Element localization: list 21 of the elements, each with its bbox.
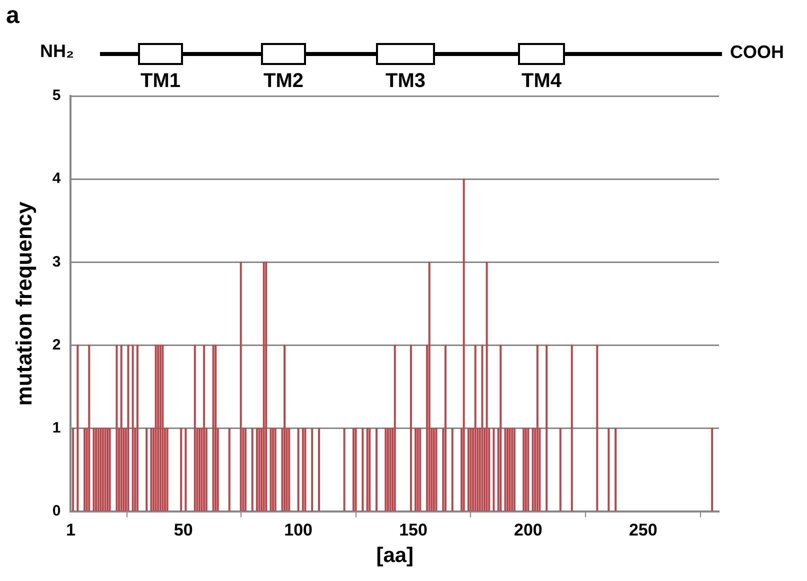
x-tick-label: 150 [399,520,428,540]
text: TM1 [140,70,180,93]
y-tick-label: 2 [52,336,61,354]
y-tick-label: 3 [52,253,61,270]
x-tick-label: 100 [284,520,313,540]
text: a [6,2,20,30]
x-tick-label: 1 [66,520,76,540]
y-axis-title: mutation frequency [11,200,36,406]
y-tick-label: 4 [52,170,62,188]
text: COOH [730,42,784,63]
x-axis-title: [aa] [376,544,414,568]
x-tick-label: 200 [514,520,542,540]
y-tick-label: 1 [52,419,61,436]
text: TM3 [386,70,426,93]
text: TM4 [522,70,562,93]
text: TM2 [264,70,304,93]
text: NH₂ [40,41,74,62]
x-tick-label: 250 [628,520,658,540]
y-tick-label: 0 [52,502,61,520]
y-tick-label: 5 [52,87,61,104]
x-tick-label: 50 [174,520,193,540]
